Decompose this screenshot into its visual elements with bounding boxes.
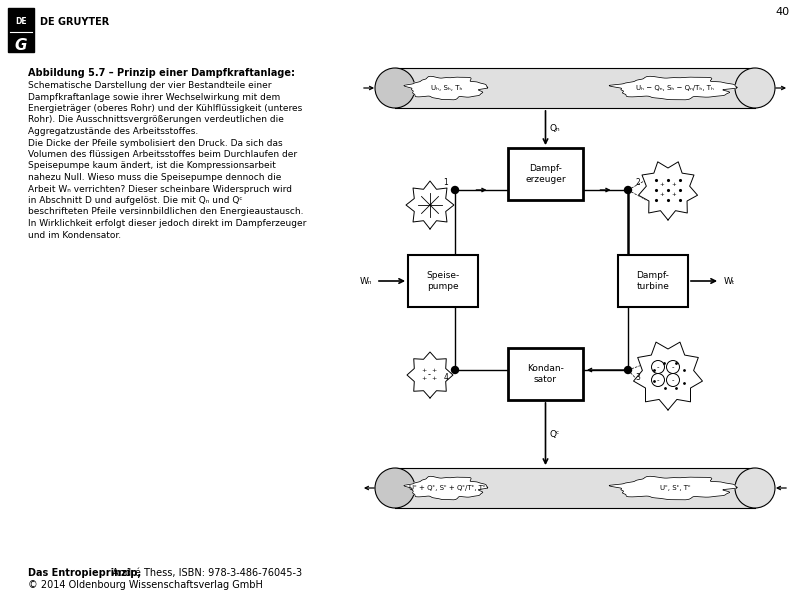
Text: Speisepumpe kaum ändert, ist die Kompressionsarbeit: Speisepumpe kaum ändert, ist die Kompres… <box>28 162 276 170</box>
Text: +: + <box>660 193 665 197</box>
Text: Die Dicke der Pfeile symbolisiert den Druck. Da sich das: Die Dicke der Pfeile symbolisiert den Dr… <box>28 138 283 147</box>
Bar <box>508 148 583 200</box>
Circle shape <box>652 361 665 374</box>
Text: +: + <box>422 377 426 381</box>
Text: nahezu Null. Wieso muss die Speisepumpe dennoch die: nahezu Null. Wieso muss die Speisepumpe … <box>28 173 281 182</box>
Text: +: + <box>672 193 676 197</box>
Bar <box>408 255 478 307</box>
Text: Kondan-
sator: Kondan- sator <box>527 364 564 384</box>
Circle shape <box>452 367 458 374</box>
Text: Volumen des flüssigen Arbeitsstoffes beim Durchlaufen der: Volumen des flüssigen Arbeitsstoffes bei… <box>28 150 297 159</box>
Text: Dampfkraftanlage sowie ihrer Wechselwirkung mit dem: Dampfkraftanlage sowie ihrer Wechselwirk… <box>28 92 280 101</box>
Text: -: - <box>657 364 659 370</box>
Text: 2: 2 <box>635 178 640 187</box>
Text: +: + <box>431 377 437 381</box>
Text: Wₙ: Wₙ <box>360 277 372 285</box>
Text: 4: 4 <box>443 373 448 382</box>
Text: beschrifteten Pfeile versinnbildlichen den Energieaustausch.: beschrifteten Pfeile versinnbildlichen d… <box>28 207 303 216</box>
Text: +: + <box>431 368 437 374</box>
Text: DE: DE <box>15 17 27 26</box>
Bar <box>618 255 688 307</box>
Text: Wₜ: Wₜ <box>724 277 735 285</box>
Text: +: + <box>672 182 676 188</box>
Ellipse shape <box>375 468 415 508</box>
Text: Speise-
pumpe: Speise- pumpe <box>426 271 460 291</box>
Text: Das Entropieprinzip,: Das Entropieprinzip, <box>28 568 141 578</box>
Circle shape <box>452 187 458 194</box>
Text: Aggregatzustände des Arbeitsstoffes.: Aggregatzustände des Arbeitsstoffes. <box>28 127 198 136</box>
Circle shape <box>652 374 665 386</box>
Text: Uₕ, Sₕ, Tₕ: Uₕ, Sₕ, Tₕ <box>431 85 463 91</box>
Polygon shape <box>395 468 755 508</box>
Polygon shape <box>406 181 454 229</box>
Text: Schematische Darstellung der vier Bestandteile einer: Schematische Darstellung der vier Bestan… <box>28 81 272 90</box>
Text: Qᶜ: Qᶜ <box>549 430 560 439</box>
Text: in Abschnitt D und aufgelöst. Die mit Qₙ und Qᶜ: in Abschnitt D und aufgelöst. Die mit Qₙ… <box>28 196 243 205</box>
Text: Rohr). Die Ausschnittsvergrößerungen verdeutlichen die: Rohr). Die Ausschnittsvergrößerungen ver… <box>28 116 284 125</box>
Bar <box>508 348 583 400</box>
Polygon shape <box>609 476 738 500</box>
Polygon shape <box>609 76 738 100</box>
Polygon shape <box>634 342 703 410</box>
Text: 1: 1 <box>443 178 448 187</box>
Bar <box>8 8 34 52</box>
Text: In Wirklichkeit erfolgt dieser jedoch direkt im Dampferzeuger: In Wirklichkeit erfolgt dieser jedoch di… <box>28 219 306 228</box>
Polygon shape <box>638 162 698 220</box>
Circle shape <box>625 367 631 374</box>
Text: -: - <box>429 200 431 210</box>
Text: Dampf-
erzeuger: Dampf- erzeuger <box>525 164 566 184</box>
Text: -: - <box>672 364 674 370</box>
Text: DE GRUYTER: DE GRUYTER <box>40 17 110 27</box>
Circle shape <box>666 374 680 386</box>
Text: Dampf-
turbine: Dampf- turbine <box>637 271 669 291</box>
Text: 3: 3 <box>635 373 640 382</box>
Text: Uᶜ, Sᶜ, Tᶜ: Uᶜ, Sᶜ, Tᶜ <box>660 485 690 491</box>
Ellipse shape <box>375 68 415 108</box>
Text: André Thess, ISBN: 978-3-486-76045-3: André Thess, ISBN: 978-3-486-76045-3 <box>109 568 303 578</box>
Text: Energieträger (oberes Rohr) und der Kühlflüssigkeit (unteres: Energieträger (oberes Rohr) und der Kühl… <box>28 104 303 113</box>
Polygon shape <box>404 76 488 100</box>
Polygon shape <box>404 476 488 500</box>
Polygon shape <box>395 68 755 108</box>
Text: Arbeit Wₙ verrichten? Dieser scheinbare Widerspruch wird: Arbeit Wₙ verrichten? Dieser scheinbare … <box>28 185 292 194</box>
Text: -: - <box>657 377 659 383</box>
Ellipse shape <box>735 68 775 108</box>
Text: und im Kondensator.: und im Kondensator. <box>28 231 121 240</box>
Text: 40: 40 <box>775 7 789 17</box>
Text: -: - <box>672 377 674 383</box>
Text: Uᶜ + Qᶜ, Sᶜ + Qᶜ/Tᶜ, Tᶜ: Uᶜ + Qᶜ, Sᶜ + Qᶜ/Tᶜ, Tᶜ <box>409 485 485 491</box>
Circle shape <box>625 187 631 194</box>
Circle shape <box>666 361 680 374</box>
Text: © 2014 Oldenbourg Wissenschaftsverlag GmbH: © 2014 Oldenbourg Wissenschaftsverlag Gm… <box>28 580 263 590</box>
Text: +: + <box>422 368 426 374</box>
Text: +: + <box>660 182 665 188</box>
Text: -: - <box>427 371 430 380</box>
Text: Uₕ − Qₙ, Sₕ − Qₙ/Tₕ, Tₕ: Uₕ − Qₙ, Sₕ − Qₙ/Tₕ, Tₕ <box>636 85 714 91</box>
Text: Qₙ: Qₙ <box>549 123 560 132</box>
Ellipse shape <box>735 468 775 508</box>
Text: Abbildung 5.7 – Prinzip einer Dampfkraftanlage:: Abbildung 5.7 – Prinzip einer Dampfkraft… <box>28 68 295 78</box>
Polygon shape <box>407 352 453 398</box>
Text: G: G <box>15 39 27 54</box>
